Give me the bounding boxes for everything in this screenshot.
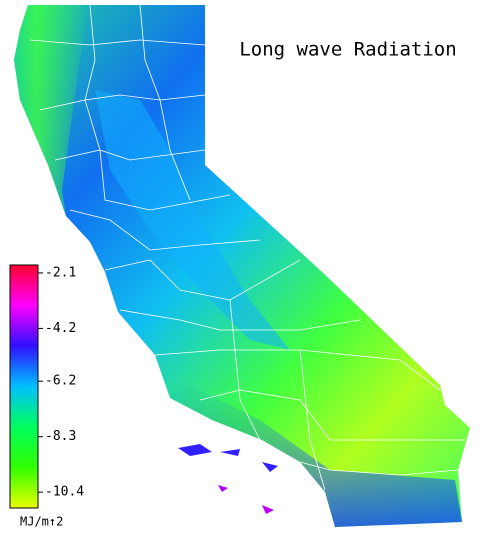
colorbar-unit: MJ/m↑2 [20,515,63,529]
colorbar [9,264,39,509]
islands [178,444,278,514]
colorbar-tick-label: -6.2 [45,374,76,389]
map-title: Long wave Radiation [239,39,456,61]
colorbar-tick-label: -2.1 [45,265,76,280]
county-lines [29,4,465,491]
south-coast-band [170,380,462,527]
colorbar-tick-label: -10.4 [45,485,84,500]
valley [95,90,290,350]
state-shape [14,5,470,527]
colorbar-tick-label: -4.2 [45,321,76,336]
coastal-band [14,5,90,216]
colorbar-tick-label: -8.3 [45,429,76,444]
